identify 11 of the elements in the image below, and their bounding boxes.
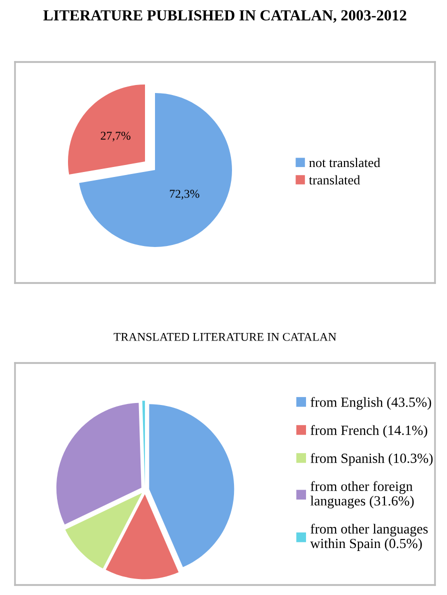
data-label: 72,3% xyxy=(170,190,200,200)
legend-label: translated xyxy=(309,175,360,185)
legend-label: from English (43.5%) xyxy=(310,397,432,410)
legend-label: from other languages within Spain (0.5%) xyxy=(310,524,428,551)
chart-title: TRANSLATED LITERATURE IN CATALAN xyxy=(114,332,336,341)
chart-title: LITERATURE PUBLISHED IN CATALAN, 2003-2012 xyxy=(43,10,406,23)
legend-label: from other foreign languages (31.6%) xyxy=(310,481,414,508)
data-label: 27,7% xyxy=(100,132,130,142)
legend-label: not translated xyxy=(309,158,380,168)
legend-label: from Spanish (10.3%) xyxy=(310,453,433,466)
legend-label: from French (14.1%) xyxy=(310,425,428,438)
